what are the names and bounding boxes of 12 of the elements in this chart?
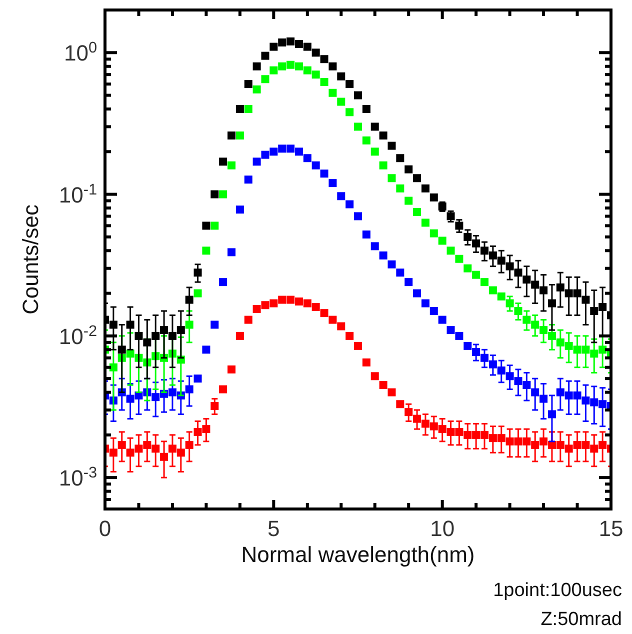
- x-tick-label: 10: [430, 516, 455, 541]
- x-axis-title: Normal wavelength(nm): [241, 542, 475, 567]
- y-tick-label: 10$^{0}$: [64, 39, 97, 66]
- x-tick-label: 15: [598, 516, 624, 541]
- x-tick-label: 0: [98, 516, 112, 541]
- y-axis-title: Counts/sec: [18, 204, 43, 315]
- y-tick-label: 10$^{-2}$: [58, 322, 97, 349]
- y-tick-label: 10$^{-1}$: [58, 180, 97, 208]
- x-tick-label: 5: [268, 516, 280, 541]
- y-tick-label: 10$^{-3}$: [58, 464, 97, 491]
- text: 1point:100usec: [493, 580, 622, 601]
- text: Z:50mrad: [540, 609, 622, 630]
